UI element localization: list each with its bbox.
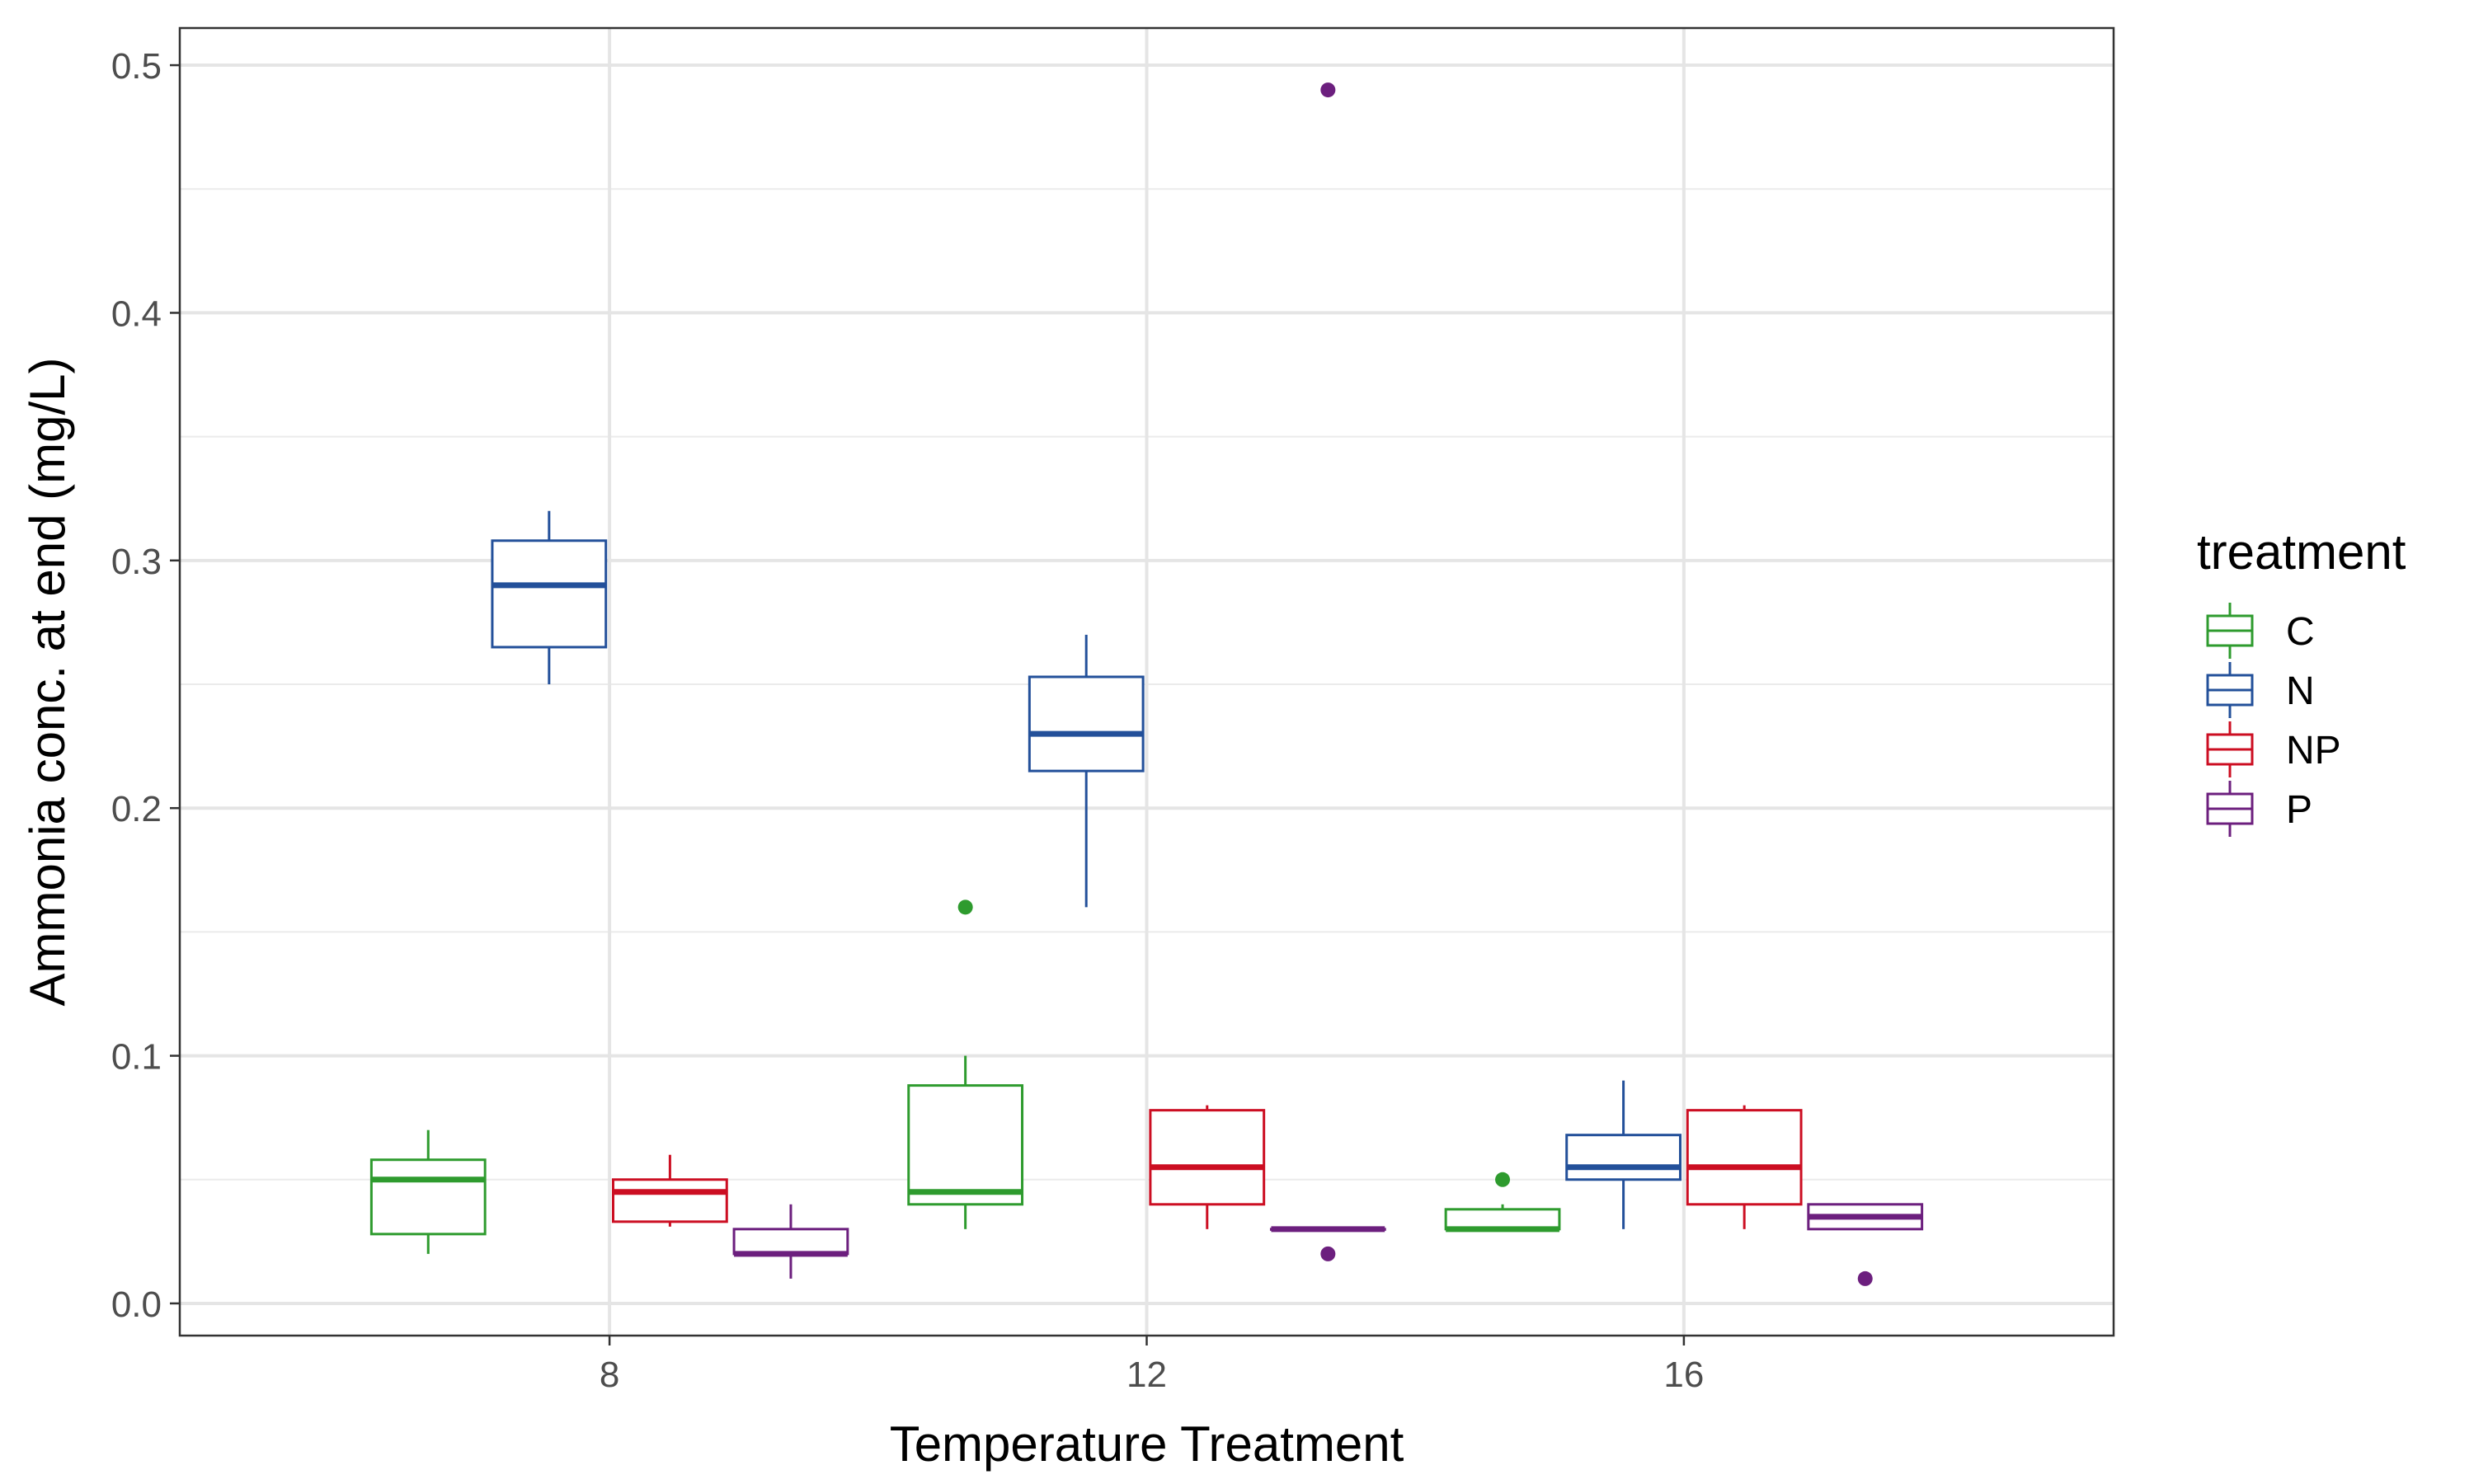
box-P-16 bbox=[1807, 1203, 1924, 1286]
y-tick-label: 0.2 bbox=[111, 789, 162, 829]
iqr-box bbox=[1028, 675, 1145, 773]
iqr-box bbox=[491, 539, 608, 649]
box-C-16 bbox=[1444, 1172, 1561, 1233]
box-NP-12 bbox=[1149, 1105, 1266, 1229]
box-P-8 bbox=[732, 1204, 849, 1279]
box-N-12 bbox=[1028, 634, 1145, 908]
iqr-box bbox=[1444, 1208, 1561, 1231]
legend-item-N: N bbox=[2206, 662, 2315, 718]
outlier-point bbox=[1320, 1246, 1336, 1261]
iqr-box bbox=[612, 1178, 728, 1223]
legend: treatment CN NP P bbox=[2197, 524, 2406, 837]
outlier-point bbox=[1857, 1270, 1873, 1286]
axis-layer: 0.0 0.1 0.2 0.3 0.4 0.5 8 12 16 bbox=[111, 46, 1705, 1395]
legend-item-NP: NP bbox=[2206, 721, 2341, 777]
iqr-box bbox=[1565, 1134, 1681, 1181]
y-axis-title: Ammonia conc. at end (mg/L) bbox=[20, 357, 75, 1006]
y-tick-label: 0.3 bbox=[111, 542, 162, 582]
x-tick-label: 16 bbox=[1663, 1355, 1704, 1395]
legend-label: C bbox=[2286, 610, 2315, 654]
x-tick-label: 12 bbox=[1126, 1355, 1167, 1395]
iqr-box bbox=[1686, 1109, 1803, 1206]
box-NP-16 bbox=[1686, 1105, 1803, 1229]
iqr-box bbox=[369, 1158, 487, 1236]
legend-item-P: P bbox=[2206, 781, 2312, 837]
y-tick-label: 0.0 bbox=[111, 1284, 162, 1325]
legend-label: P bbox=[2286, 788, 2312, 832]
box-C-8 bbox=[369, 1129, 487, 1254]
x-tick-label: 8 bbox=[600, 1355, 619, 1395]
box-N-16 bbox=[1565, 1080, 1681, 1229]
y-tick-label: 0.1 bbox=[111, 1037, 162, 1078]
box-N-8 bbox=[491, 510, 608, 685]
y-tick-label: 0.5 bbox=[111, 46, 162, 87]
legend-label: N bbox=[2286, 669, 2315, 713]
box-P-12 bbox=[1269, 82, 1386, 1261]
box-NP-8 bbox=[612, 1154, 728, 1227]
iqr-box bbox=[907, 1084, 1024, 1206]
x-axis-title: Temperature Treatment bbox=[890, 1416, 1404, 1472]
iqr-box bbox=[1149, 1109, 1266, 1206]
box-C-12 bbox=[907, 899, 1024, 1229]
outlier-point bbox=[957, 899, 973, 915]
y-tick-label: 0.4 bbox=[111, 294, 162, 334]
legend-title: treatment bbox=[2197, 524, 2406, 580]
outlier-point bbox=[1320, 82, 1336, 98]
legend-item-C: C bbox=[2206, 603, 2315, 659]
box-layer bbox=[369, 82, 1924, 1286]
grid-layer bbox=[180, 28, 2114, 1336]
outlier-point bbox=[1495, 1172, 1511, 1187]
iqr-box bbox=[732, 1228, 849, 1256]
legend-label: NP bbox=[2286, 729, 2341, 773]
